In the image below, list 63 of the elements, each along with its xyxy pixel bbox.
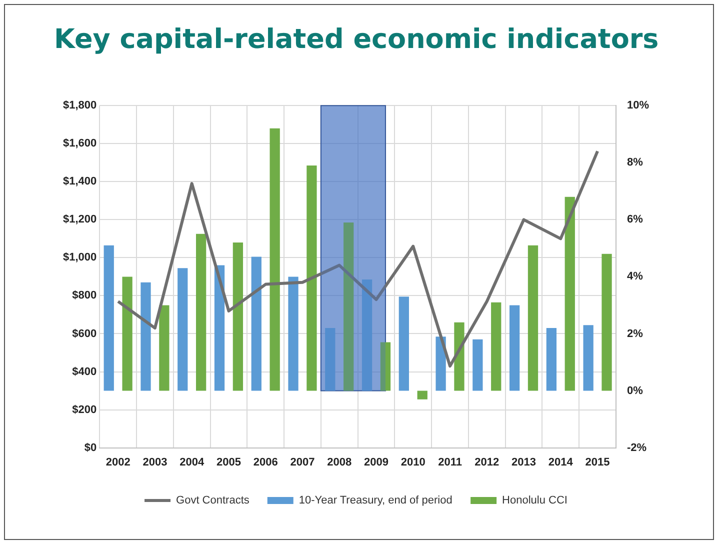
bar [306, 165, 317, 391]
x-tick-label: 2004 [180, 456, 205, 468]
bar [602, 254, 612, 391]
y2-tick-label: 6% [626, 214, 644, 226]
legend-label: 10-Year Treasury, end of period [298, 494, 452, 507]
bar [159, 305, 170, 391]
bar [417, 390, 428, 400]
x-tick-label: 2011 [438, 456, 462, 468]
y-tick-label: $1,200 [62, 214, 97, 226]
bar [509, 305, 520, 391]
y2-tick-label: 8% [626, 156, 644, 169]
x-tick-label: 2002 [106, 456, 130, 468]
bar [564, 196, 575, 391]
x-tick-label: 2012 [474, 456, 500, 468]
y-tick-label: $800 [72, 290, 97, 302]
bar [325, 328, 336, 391]
x-tick-label: 2015 [585, 456, 610, 468]
y-tick-label: $400 [72, 366, 97, 378]
x-tick-label: 2010 [400, 456, 426, 468]
bar [398, 296, 409, 391]
bar [288, 276, 298, 391]
bar [178, 268, 188, 391]
bar [528, 245, 538, 391]
bar [251, 256, 262, 391]
bar [454, 322, 464, 391]
bar [546, 328, 557, 391]
bar [583, 325, 594, 391]
y-tick-label: $200 [72, 404, 97, 416]
bar [436, 336, 446, 391]
y2-tick-label: 4% [626, 270, 644, 283]
x-tick-label: 2007 [290, 456, 315, 468]
y-tick-label: $1,600 [62, 138, 97, 150]
y-tick-label: $1,400 [62, 176, 97, 188]
x-tick-label: 2013 [512, 456, 536, 468]
bar [122, 276, 132, 391]
y2-tick-label: 10% [626, 100, 650, 112]
x-tick-label: 2008 [327, 456, 352, 468]
y-tick-label: $1,000 [62, 252, 97, 264]
x-tick-label: 2009 [364, 456, 388, 468]
bar [214, 265, 225, 391]
y-tick-label: $1,800 [62, 100, 97, 112]
y2-tick-label: 0% [626, 384, 644, 397]
x-tick-label: 2014 [548, 456, 574, 468]
y-tick-label: $600 [72, 328, 97, 340]
y2-tick-label: 2% [626, 328, 644, 340]
x-tick-label: 2006 [253, 456, 278, 468]
bar [140, 282, 151, 391]
bar [380, 342, 391, 391]
bar [362, 280, 372, 391]
bar [104, 245, 114, 391]
bar [196, 234, 206, 391]
y2-tick-label: -2% [626, 442, 647, 454]
legend-label: Govt Contracts [176, 494, 250, 507]
chart-title: Key capital-related economic indicators [54, 24, 659, 55]
x-tick-label: 2005 [216, 456, 241, 468]
bar [344, 222, 354, 391]
x-tick-label: 2003 [142, 456, 168, 468]
legend-label: Honolulu CCI [502, 494, 568, 507]
bar [232, 242, 244, 391]
bar [270, 128, 280, 391]
bar [491, 302, 502, 391]
bar [472, 339, 483, 391]
y-tick-label: $0 [84, 442, 97, 454]
